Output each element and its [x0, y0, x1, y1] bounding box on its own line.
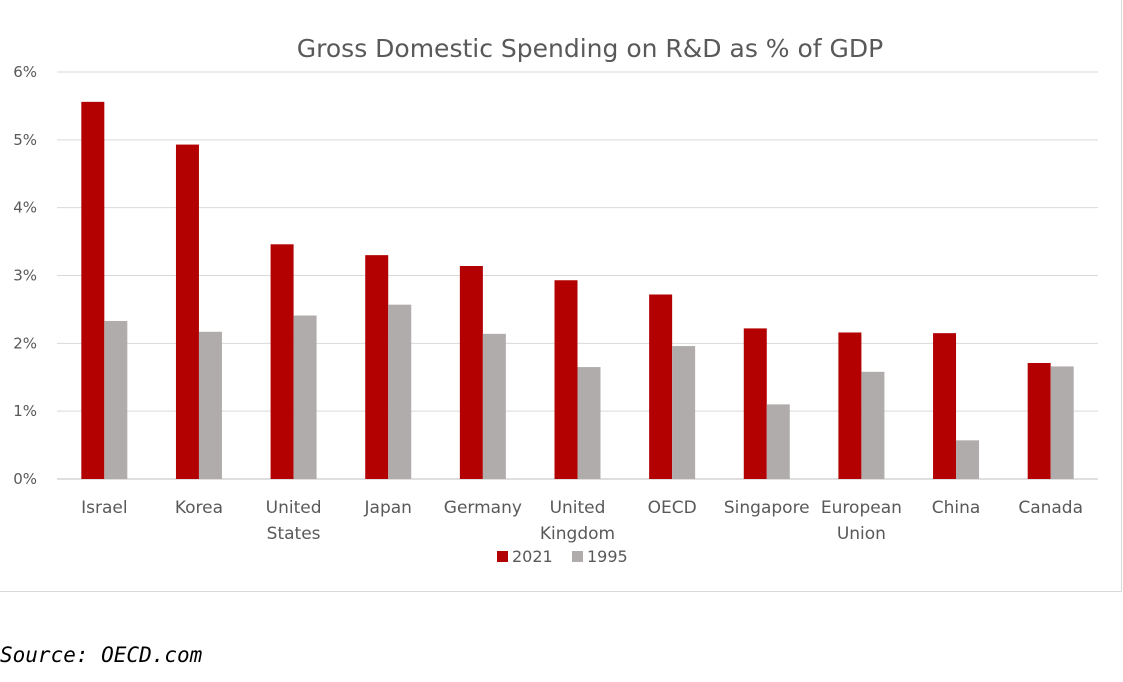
bar-1995	[482, 333, 506, 479]
bar-1995	[198, 331, 222, 479]
bar-2021	[270, 244, 294, 479]
y-axis: 0% 1% 2% 3% 4% 5% 6%	[13, 63, 37, 488]
bar-chart: Gross Domestic Spending on R&D as % of G…	[13, 34, 1098, 566]
legend-swatch-2021	[497, 551, 508, 562]
y-tick-label: 2%	[13, 334, 37, 352]
x-tick-label: Israel	[81, 498, 127, 518]
bar-1995	[766, 404, 790, 479]
x-tick-label: Korea	[175, 498, 223, 518]
x-tick-label: China	[932, 498, 981, 518]
bar-2021	[554, 280, 578, 479]
y-tick-label: 1%	[13, 402, 37, 420]
legend-swatch-1995	[572, 551, 583, 562]
bar-2021	[838, 332, 862, 479]
legend-label: 1995	[587, 547, 628, 566]
bar-1995	[956, 440, 980, 479]
bar-1995	[861, 371, 885, 479]
y-tick-label: 4%	[13, 199, 37, 217]
legend: 2021 1995	[497, 547, 628, 566]
bar-1995	[293, 315, 317, 479]
bar-1995	[388, 304, 412, 479]
x-tick-label: Canada	[1018, 498, 1083, 518]
y-tick-label: 0%	[13, 470, 37, 488]
y-tick-label: 6%	[13, 63, 37, 81]
x-tick-label: OECD	[648, 498, 697, 518]
x-tick-label: Kingdom	[540, 524, 615, 544]
bars	[81, 101, 1074, 479]
chart-title: Gross Domestic Spending on R&D as % of G…	[297, 34, 883, 63]
bar-1995	[672, 346, 696, 479]
bar-1995	[577, 367, 601, 479]
x-axis: Israel Korea United States Japan Germany Unite…	[81, 498, 1083, 544]
x-tick-label: Germany	[444, 498, 522, 518]
x-tick-label: United	[550, 498, 606, 518]
legend-label: 2021	[512, 547, 553, 566]
bar-2021	[649, 294, 673, 479]
bar-2021	[175, 144, 199, 479]
bar-2021	[81, 101, 105, 479]
x-tick-label: States	[267, 524, 321, 544]
bar-1995	[104, 320, 128, 479]
x-tick-label: Singapore	[724, 498, 810, 518]
source-caption: Source: OECD.com	[0, 643, 203, 667]
x-tick-label: United	[266, 498, 322, 518]
bar-1995	[1050, 366, 1074, 479]
x-tick-label: Union	[837, 524, 886, 544]
y-tick-label: 3%	[13, 267, 37, 285]
bar-2021	[743, 328, 767, 479]
bar-2021	[365, 255, 389, 479]
bar-2021	[459, 266, 483, 479]
x-tick-label: Japan	[364, 498, 412, 518]
y-tick-label: 5%	[13, 131, 37, 149]
x-tick-label: European	[821, 498, 902, 518]
bar-2021	[933, 333, 957, 479]
bar-2021	[1027, 363, 1051, 479]
